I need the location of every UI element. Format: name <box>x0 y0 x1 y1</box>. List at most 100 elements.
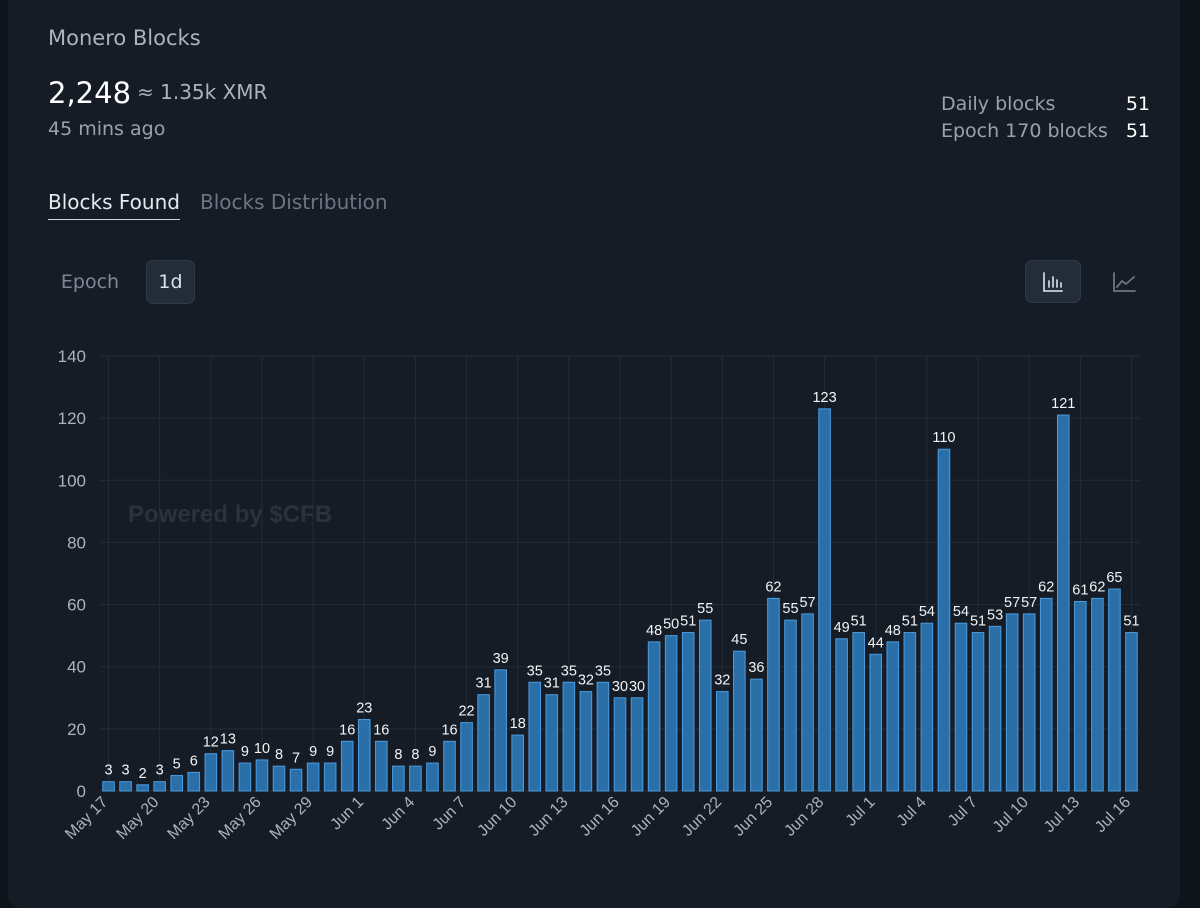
bar <box>460 722 473 792</box>
blocks-bar-chart: Powered by $CFB 3 3 2 3 5 612 139 10 8 7 9 91623168… <box>58 347 1140 843</box>
bar-value-label: 32 <box>578 673 594 689</box>
x-tick-label: Jul 7 <box>945 794 981 830</box>
bar-value-label: 35 <box>561 663 577 679</box>
x-tick-label: Jul 1 <box>843 794 879 830</box>
bar <box>1022 613 1036 792</box>
bar <box>1005 613 1019 792</box>
bar <box>1091 597 1104 792</box>
bar-value-label: 62 <box>765 579 781 595</box>
bar <box>767 597 780 792</box>
bar <box>255 759 269 792</box>
bar-value-label: 35 <box>595 663 611 679</box>
bar-value-label: 8 <box>411 747 419 763</box>
bar <box>715 691 729 792</box>
bar-value-label: 9 <box>428 744 436 760</box>
bar-value-label: 5 <box>173 756 181 772</box>
y-tick-label: 120 <box>58 409 86 428</box>
bar <box>221 750 235 792</box>
x-tick-label: Jun 10 <box>475 794 521 840</box>
tab-blocks-found[interactable]: Blocks Found <box>48 190 180 220</box>
bar-value-label: 9 <box>309 744 317 760</box>
tab-blocks-distribution[interactable]: Blocks Distribution <box>200 190 388 214</box>
bar-value-label: 23 <box>356 701 372 717</box>
x-tick-label: Jun 13 <box>526 794 572 840</box>
bar-value-label: 2 <box>139 766 147 782</box>
line-chart-button[interactable] <box>1096 260 1152 303</box>
bar <box>170 774 184 792</box>
bar-value-label: 55 <box>782 601 798 617</box>
epoch-blocks-row: Epoch 170 blocks 51 <box>941 117 1150 144</box>
y-tick-label: 0 <box>77 782 86 801</box>
bar <box>801 613 814 792</box>
last-found-time: 45 mins ago <box>48 118 166 140</box>
bar <box>340 740 354 792</box>
bar <box>664 635 678 792</box>
bar-value-label: 57 <box>1021 595 1037 611</box>
bar-value-label: 121 <box>1051 396 1075 412</box>
bar <box>852 632 865 792</box>
bar <box>187 771 201 792</box>
x-tick-label: Jun 4 <box>379 794 419 834</box>
bar-value-label: 9 <box>326 744 334 760</box>
epoch-toggle[interactable]: Epoch <box>60 271 120 293</box>
bar <box>698 619 712 792</box>
bar <box>579 691 593 792</box>
bar-value-label: 50 <box>663 617 679 633</box>
bar-value-label: 36 <box>748 660 764 676</box>
bar <box>545 694 559 792</box>
bar-value-label: 30 <box>612 679 628 695</box>
bar-value-label: 51 <box>1123 614 1139 630</box>
bar-value-label: 51 <box>680 614 696 630</box>
bar <box>988 625 1002 792</box>
x-tick-label: Jul 13 <box>1041 794 1083 836</box>
bar-value-label: 6 <box>190 753 198 769</box>
bar-value-label: 8 <box>394 747 402 763</box>
bar <box>1074 600 1087 792</box>
x-tick-label: Jul 4 <box>894 794 930 830</box>
bar-value-label: 61 <box>1072 582 1088 598</box>
bar-value-label: 48 <box>646 623 662 639</box>
bar <box>119 781 132 792</box>
bar-value-label: 32 <box>714 673 730 689</box>
bar <box>289 768 303 792</box>
bar <box>426 762 439 792</box>
bar <box>494 669 507 792</box>
bar <box>392 765 405 792</box>
y-axis: 0 20 40 60 80 100 120 140 <box>58 347 86 801</box>
bar <box>630 697 644 792</box>
card-title: Monero Blocks <box>48 26 201 50</box>
y-tick-label: 60 <box>67 596 86 615</box>
bar <box>1056 414 1070 792</box>
bar-value-label: 18 <box>510 716 526 732</box>
x-tick-label: May 26 <box>216 794 265 843</box>
x-tick-label: May 17 <box>62 794 111 843</box>
stat-label: Daily blocks <box>940 92 1056 115</box>
x-tick-label: Jun 19 <box>628 794 674 840</box>
bar-value-label: 31 <box>476 676 492 692</box>
bar <box>272 765 286 792</box>
bar-value-label: 48 <box>885 623 901 639</box>
line-chart-icon <box>1113 271 1136 292</box>
bar <box>102 781 115 792</box>
bar-value-label: 12 <box>203 735 219 751</box>
bar <box>562 681 576 792</box>
bar-value-label: 22 <box>458 704 474 720</box>
bar <box>1039 597 1053 792</box>
bar <box>971 632 985 792</box>
bar <box>613 697 627 792</box>
bar-value-label: 3 <box>122 763 130 779</box>
bar-value-label: 62 <box>1038 579 1054 595</box>
bar <box>596 681 610 792</box>
bar-value-label: 57 <box>1004 595 1020 611</box>
bar-chart-button[interactable] <box>1025 260 1081 303</box>
bar-value-label: 16 <box>373 722 389 738</box>
x-tick-label: Jun 25 <box>730 794 776 840</box>
bar <box>733 650 746 792</box>
x-axis: May 17 May 20 May 23 May 26 May 29 Jun 1 Jun 4… <box>62 794 1134 843</box>
bar <box>323 762 337 792</box>
bar-value-label: 3 <box>104 763 112 779</box>
daily-toggle[interactable]: 1d <box>146 260 195 304</box>
bar-chart-icon <box>1043 271 1063 292</box>
bar-value-label: 123 <box>812 390 836 406</box>
